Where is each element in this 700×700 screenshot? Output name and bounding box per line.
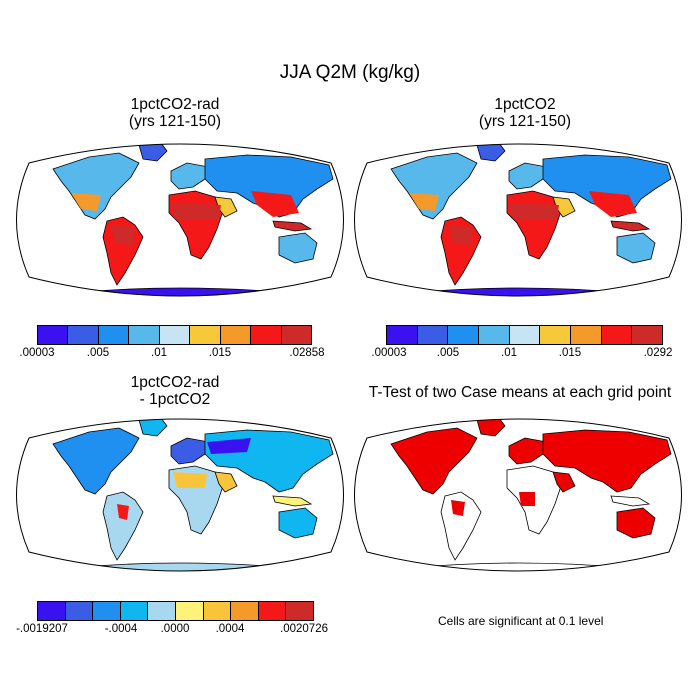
map-border	[354, 418, 682, 572]
colorbar-swatch	[281, 326, 311, 344]
map-border	[354, 143, 682, 297]
colorbar3-tick: .0004	[215, 623, 245, 635]
colorbar-panel3	[37, 601, 314, 621]
colorbar-swatch	[251, 326, 282, 344]
colorbar3-tick: .0020726	[280, 623, 328, 635]
landmass-australia	[278, 232, 318, 264]
map-panel2	[354, 143, 682, 297]
landmass-antarctica	[70, 562, 292, 571]
colorbar-swatch	[571, 326, 602, 344]
landmass-antarctica	[70, 287, 292, 296]
landmass-australia	[616, 232, 656, 264]
colorbar-swatch	[93, 602, 121, 620]
landmass-indonesia	[610, 495, 651, 507]
panel3-title-line1: 1pctCO2-rad	[130, 374, 220, 391]
colorbar-panel1	[37, 325, 312, 345]
colorbar-swatch	[38, 326, 69, 344]
panel4-title: T-Test of two Case means at each grid po…	[368, 384, 672, 401]
colorbar-swatch	[98, 326, 130, 344]
landmass-arabia	[552, 471, 576, 493]
landmass-europe	[170, 437, 210, 465]
colorbar-swatch	[387, 326, 418, 344]
colorbar-swatch	[417, 326, 449, 344]
significance-note: Cells are significant at 0.1 level	[438, 614, 604, 628]
colorbar-swatch	[65, 602, 94, 620]
colorbar2-tick: .015	[558, 347, 582, 359]
landmass-europe	[170, 162, 210, 190]
colorbar-swatch	[601, 326, 633, 344]
landmass-samerica	[102, 491, 144, 561]
colorbar-swatch	[231, 602, 259, 620]
landmass-greenland	[138, 144, 168, 162]
landmass-namerica	[52, 427, 140, 495]
panel1-title: 1pctCO2-rad (yrs 121-150)	[35, 96, 315, 130]
colorbar2-tick: .0292	[643, 347, 673, 359]
landmass-europe	[508, 162, 548, 190]
landmass-indonesia	[272, 220, 313, 232]
colorbar-swatch	[175, 602, 204, 620]
panel3-title-line2: - 1pctCO2	[139, 391, 211, 408]
landmass-australia	[616, 507, 656, 539]
landmass-europe	[508, 437, 548, 465]
colorbar2-tick: .01	[501, 347, 517, 359]
map-panel4	[354, 418, 682, 572]
colorbar-swatch	[159, 326, 191, 344]
colorbar-swatch	[286, 602, 313, 620]
landmass-namerica	[390, 427, 478, 495]
colorbar2-tick: .00003	[371, 347, 407, 359]
landmass-indonesia	[610, 220, 651, 232]
map-panel3	[16, 418, 344, 572]
colorbar-swatch	[448, 326, 480, 344]
landmass-australia	[278, 507, 318, 539]
panel2-title-line2: (yrs 121-150)	[478, 113, 572, 130]
landmass-antarctica	[408, 287, 630, 296]
colorbar-swatch	[509, 326, 541, 344]
colorbar-swatch	[129, 326, 160, 344]
colorbar1-tick: .00003	[19, 347, 55, 359]
colorbar-swatch	[258, 602, 287, 620]
colorbar-swatch	[68, 326, 99, 344]
map-border	[16, 418, 344, 572]
panel2-title: 1pctCO2 (yrs 121-150)	[385, 96, 665, 130]
colorbar1-tick: .015	[208, 347, 232, 359]
panel1-title-line1: 1pctCO2-rad	[130, 96, 220, 113]
landmass-greenland	[476, 419, 506, 437]
colorbar1-tick: .005	[86, 347, 110, 359]
panel2-title-line1: 1pctCO2	[494, 96, 556, 113]
colorbar2-tick: .005	[436, 347, 460, 359]
colorbar3-tick: -.0019207	[16, 623, 68, 635]
colorbar-swatch	[632, 326, 663, 344]
colorbar-swatch	[203, 602, 232, 620]
figure-title: JJA Q2M (kg/kg)	[279, 62, 421, 83]
map-panel1	[16, 143, 344, 297]
landmass-greenland	[138, 419, 168, 437]
colorbar-swatch	[220, 326, 252, 344]
colorbar-swatch	[148, 602, 176, 620]
colorbar3-tick: .0000	[160, 623, 190, 635]
colorbar1-tick: .02858	[289, 347, 325, 359]
map-border	[16, 143, 344, 297]
colorbar3-tick: -.0004	[104, 623, 138, 635]
landmass-namerica	[390, 152, 478, 220]
colorbar-swatch	[190, 326, 221, 344]
landmass-samerica	[440, 491, 482, 561]
panel3-title: 1pctCO2-rad - 1pctCO2	[35, 374, 315, 408]
colorbar-swatch	[479, 326, 510, 344]
panel1-title-line2: (yrs 121-150)	[128, 113, 222, 130]
landmass-namerica	[52, 152, 140, 220]
landmass-greenland	[476, 144, 506, 162]
colorbar1-tick: .01	[151, 347, 167, 359]
colorbar-swatch	[38, 602, 66, 620]
colorbar-swatch	[120, 602, 149, 620]
landmass-antarctica	[408, 562, 630, 571]
landmass-indonesia	[272, 495, 313, 507]
landmass-asia	[542, 429, 672, 493]
landmass-arabia	[214, 471, 238, 493]
colorbar-swatch	[540, 326, 572, 344]
colorbar-panel2	[386, 325, 663, 345]
